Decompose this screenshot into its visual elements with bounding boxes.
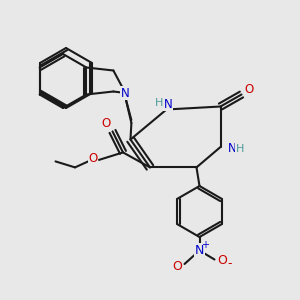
Text: O: O (172, 260, 182, 274)
Text: H: H (236, 143, 244, 154)
Text: O: O (102, 117, 111, 130)
Text: -: - (227, 257, 232, 271)
Text: N: N (228, 142, 237, 155)
Text: H: H (155, 98, 163, 109)
Text: O: O (217, 254, 227, 268)
Text: N: N (195, 244, 204, 257)
Text: O: O (244, 83, 253, 97)
Text: N: N (164, 98, 172, 111)
Text: N: N (121, 86, 130, 100)
Text: O: O (88, 152, 98, 165)
Text: +: + (201, 240, 209, 250)
